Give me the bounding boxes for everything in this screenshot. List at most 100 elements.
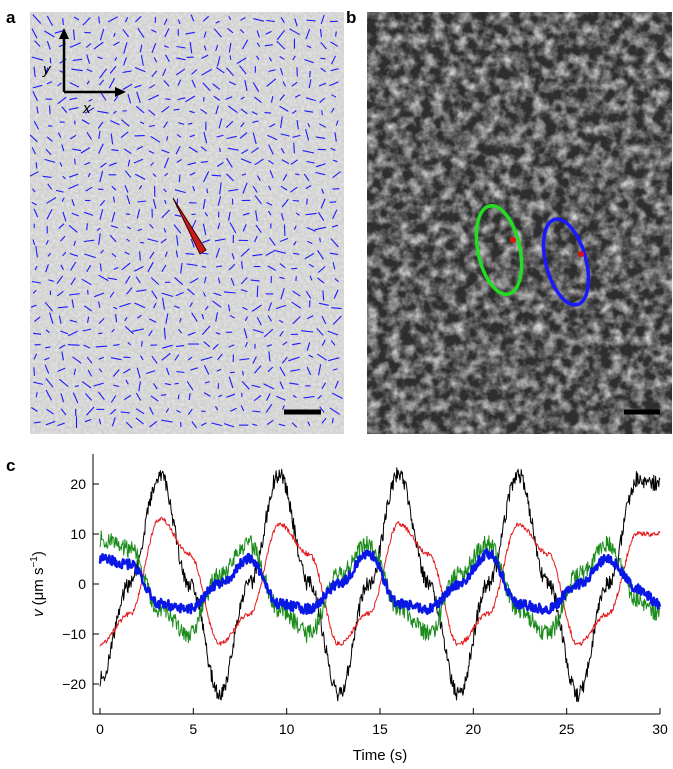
flow-vector-arrow	[256, 285, 259, 298]
flow-vector-arrow	[163, 80, 170, 87]
flow-vector-arrow	[203, 171, 210, 183]
panel-a-vector-field-image: y x	[30, 12, 344, 434]
particle-marker-green	[510, 237, 516, 243]
flow-vector-arrow	[231, 253, 235, 260]
flow-vector-arrow	[292, 395, 297, 399]
flow-vector-arrow	[190, 367, 198, 371]
flow-vector-arrow	[122, 83, 133, 91]
flow-vector-arrow	[215, 248, 221, 258]
flow-vector-arrow	[331, 417, 334, 424]
flow-vector-arrow	[319, 237, 321, 243]
flow-vector-arrow	[240, 158, 252, 164]
flow-vector-arrow	[136, 145, 144, 150]
flow-vector-arrow	[276, 29, 286, 40]
flow-vector-arrow	[269, 170, 274, 179]
flow-vector-arrow	[69, 134, 77, 140]
flow-vector-arrow	[253, 394, 262, 402]
flow-vector-arrow	[290, 186, 298, 193]
flow-vector-arrow	[239, 29, 245, 34]
flow-vector-arrow	[69, 97, 78, 101]
flow-vector-arrow	[32, 91, 38, 102]
flow-vector-arrow	[307, 421, 311, 426]
flow-vector-arrow	[279, 94, 285, 101]
flow-vector-arrow	[189, 41, 193, 54]
flow-vector-arrow	[304, 58, 314, 64]
flow-vector-arrow	[201, 410, 206, 413]
flow-vector-arrow	[289, 382, 299, 385]
flow-vector-arrow	[315, 163, 326, 168]
flow-vector-arrow	[45, 389, 52, 401]
flow-vector-arrow	[135, 392, 142, 401]
flow-vector-arrow	[124, 325, 134, 335]
flow-vector-arrow	[240, 277, 248, 285]
flow-vector-arrow	[203, 131, 208, 144]
flow-vector-arrow	[215, 44, 219, 52]
flow-vector-arrow	[334, 278, 339, 283]
flow-vector-arrow	[255, 210, 258, 222]
flow-vector-arrow	[202, 82, 211, 91]
flow-vector-arrow	[98, 233, 101, 245]
flow-vector-arrow	[200, 161, 208, 163]
flow-vector-arrow	[122, 29, 130, 38]
flow-vector-arrow	[124, 251, 130, 255]
flow-vector-arrow	[55, 189, 64, 193]
flow-vector-arrow	[160, 238, 167, 244]
flow-vector-arrow	[321, 382, 327, 389]
flow-vector-arrow	[152, 173, 157, 177]
flow-vector-arrow	[162, 68, 167, 77]
flow-vector-arrow	[126, 287, 133, 295]
flow-vector-arrow	[192, 186, 196, 192]
flow-vector-arrow	[99, 170, 104, 183]
flow-vector-arrow	[266, 78, 277, 87]
flow-vector-arrow	[137, 200, 147, 203]
flow-vector-arrow	[84, 161, 91, 166]
flow-vector-arrow	[60, 393, 65, 403]
flow-vector-arrow	[187, 162, 197, 166]
flow-vector-arrow	[293, 241, 297, 246]
flow-vector-arrow	[98, 16, 101, 24]
flow-vector-arrow	[225, 96, 233, 100]
flow-vector-arrow	[279, 55, 285, 60]
flow-vector-arrow	[136, 91, 141, 103]
flow-vector-arrow	[131, 328, 144, 332]
trajectory-ellipse-green	[474, 204, 524, 296]
flow-vector-arrow	[329, 407, 341, 415]
flow-vector-arrow	[44, 67, 49, 75]
y-label-close: )	[30, 551, 47, 556]
flow-vector-arrow	[202, 252, 209, 255]
flow-vector-arrow	[189, 172, 196, 176]
flow-vector-arrow	[32, 239, 36, 246]
flow-vector-arrow	[141, 340, 143, 347]
flow-vector-arrow	[108, 162, 117, 167]
flow-vector-arrow	[98, 418, 102, 425]
flow-vector-arrow	[280, 17, 285, 24]
panel-letter-c: c	[6, 456, 16, 475]
flow-vector-arrow	[316, 353, 327, 361]
flow-vector-arrow	[187, 122, 193, 125]
flow-vector-arrow	[71, 68, 83, 72]
flow-vector-arrow	[319, 29, 323, 38]
flow-vector-arrow	[114, 56, 118, 62]
panel-a-axes-indicator: y x	[42, 28, 126, 117]
flow-vector-arrow	[35, 392, 38, 398]
flow-vector-arrow	[189, 277, 199, 284]
flow-vector-arrow	[240, 108, 248, 115]
flow-vector-arrow	[99, 199, 106, 206]
flow-vector-arrow	[120, 131, 129, 139]
flow-vector-arrow	[165, 98, 171, 101]
flow-vector-arrow	[84, 393, 93, 401]
flow-vector-arrow	[135, 105, 145, 114]
flow-vector-arrow	[216, 265, 223, 268]
flow-vector-arrow	[269, 237, 276, 246]
flow-vector-arrow	[45, 346, 51, 349]
flow-vector-arrow	[203, 45, 207, 51]
flow-vector-arrow	[281, 356, 288, 364]
flow-vector-arrow	[70, 261, 77, 271]
flow-vector-arrow	[123, 394, 132, 401]
flow-vector-arrow	[86, 131, 93, 140]
flow-vector-arrow	[212, 83, 221, 90]
flow-vector-arrow	[251, 111, 258, 115]
flow-vector-arrow	[62, 175, 66, 180]
flow-vector-arrow	[201, 325, 211, 336]
flow-vector-arrow	[321, 110, 323, 116]
